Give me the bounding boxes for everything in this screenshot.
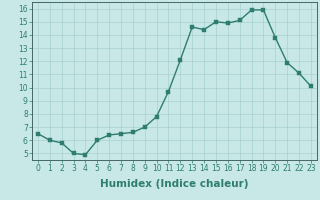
X-axis label: Humidex (Indice chaleur): Humidex (Indice chaleur) (100, 179, 249, 189)
